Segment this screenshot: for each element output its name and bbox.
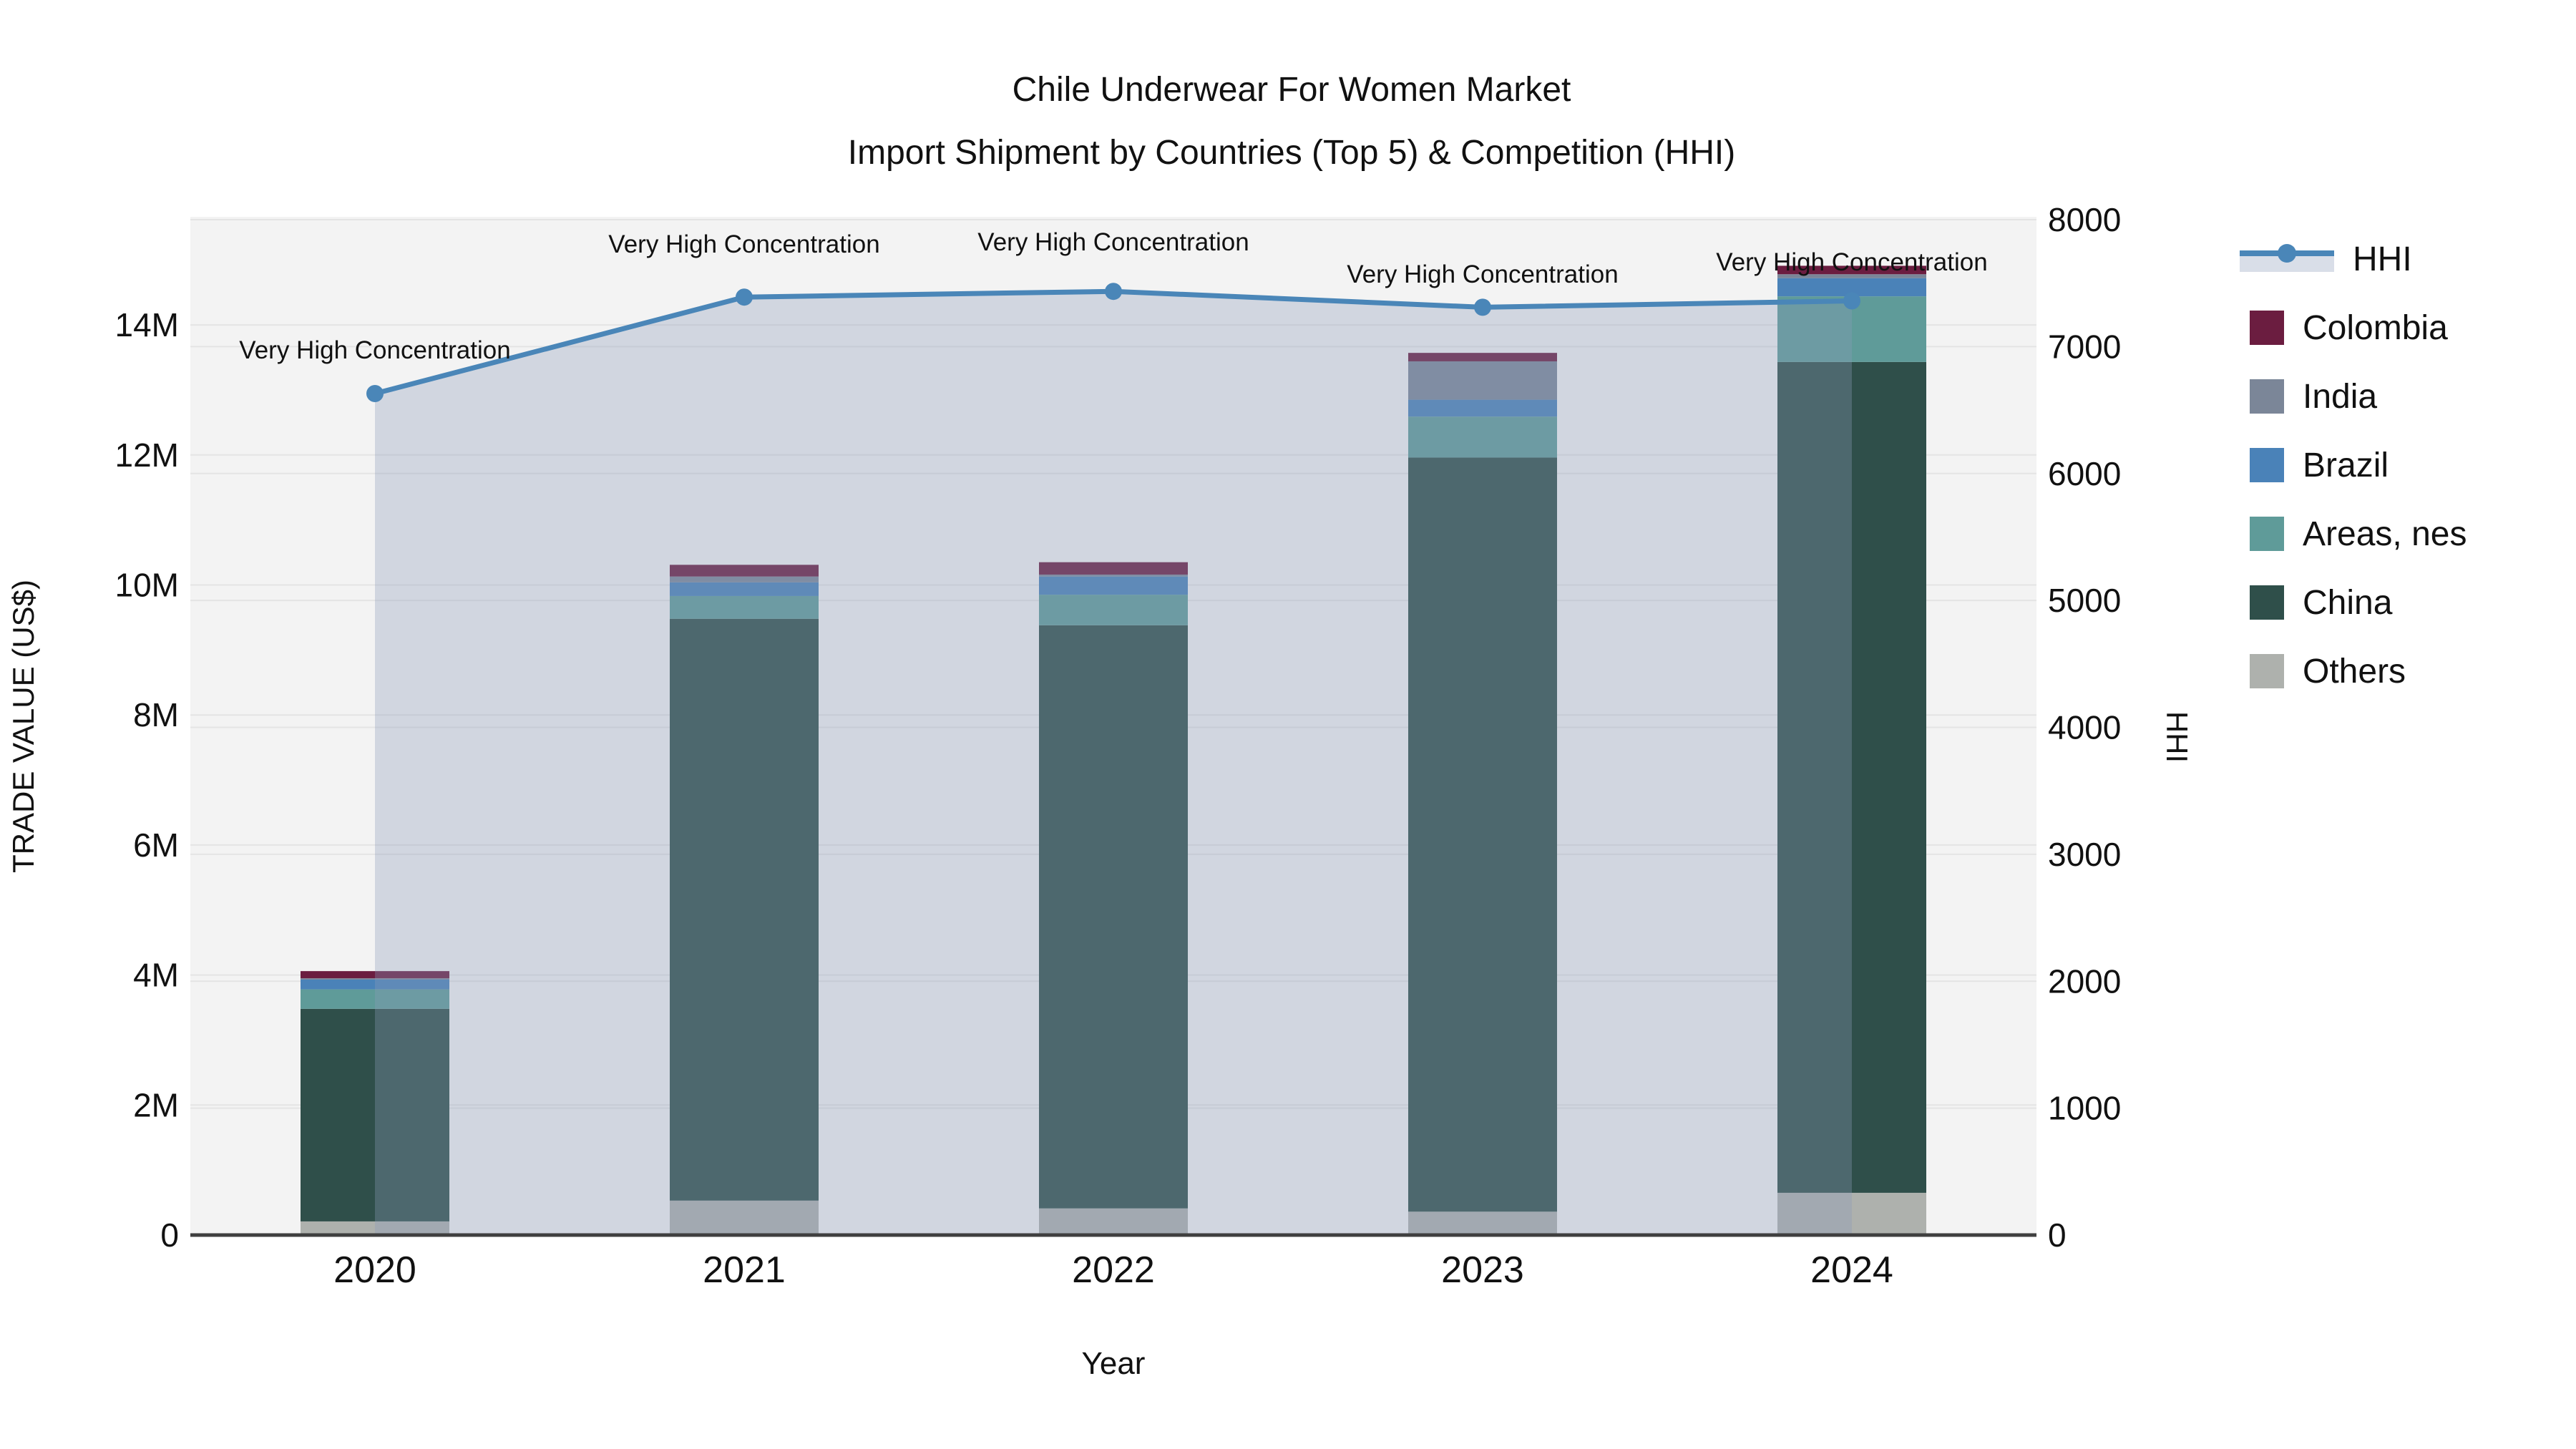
bar-segment-brazil-2020[interactable] <box>301 979 449 990</box>
bar-segment-colombia-2024[interactable] <box>1777 265 1926 275</box>
legend-item-label: Others <box>2303 652 2406 691</box>
bar-segment-china-2024[interactable] <box>1777 361 1926 1193</box>
bar-segment-india-2021[interactable] <box>670 576 819 582</box>
chart-title-line2: Import Shipment by Countries (Top 5) & C… <box>847 134 1736 172</box>
annotation-2022: Very High Concentration <box>977 228 1249 256</box>
legend-item-label: HHI <box>2353 240 2412 278</box>
bar-segment-areas-nes-2023[interactable] <box>1408 416 1557 458</box>
legend-item-label: Areas, nes <box>2303 514 2467 553</box>
y-right-tick-label: 3000 <box>2048 836 2121 873</box>
y-left-tick-label: 4M <box>133 957 179 994</box>
legend-color-swatch <box>2250 448 2284 482</box>
hhi-marker-2024[interactable] <box>1843 292 1860 310</box>
y-right-tick-label: 2000 <box>2048 962 2121 1000</box>
y-left-tick-label: 2M <box>133 1086 179 1123</box>
bar-segment-brazil-2021[interactable] <box>670 582 819 596</box>
legend-item-india[interactable]: India <box>2240 362 2467 431</box>
x-tick-label-2022: 2022 <box>1072 1249 1155 1291</box>
annotation-2021: Very High Concentration <box>608 230 879 258</box>
bar-segment-brazil-2023[interactable] <box>1408 399 1557 417</box>
legend-item-brazil[interactable]: Brazil <box>2240 431 2467 499</box>
y-right-tick-label: 6000 <box>2048 455 2121 492</box>
legend-item-label: Brazil <box>2303 446 2389 484</box>
y-left-tick-label: 6M <box>133 826 179 864</box>
legend-color-swatch <box>2250 654 2284 688</box>
y-left-tick-label: 14M <box>115 306 179 343</box>
y-right-tick-label: 7000 <box>2048 328 2121 365</box>
bar-segment-india-2020[interactable] <box>301 978 449 980</box>
legend-color-swatch <box>2250 585 2284 620</box>
bar-segment-india-2024[interactable] <box>1777 274 1926 278</box>
y-left-tick-label: 8M <box>133 696 179 733</box>
bar-segment-colombia-2022[interactable] <box>1039 562 1188 575</box>
bar-segment-others-2020[interactable] <box>301 1221 449 1235</box>
legend: HHI Colombia India Brazil Areas, nes China Oth… <box>2240 225 2467 706</box>
bar-segment-india-2022[interactable] <box>1039 574 1188 577</box>
legend-item-others[interactable]: Others <box>2240 637 2467 706</box>
bar-segment-others-2024[interactable] <box>1777 1192 1926 1235</box>
y-left-tick-label: 12M <box>115 436 179 474</box>
legend-color-swatch <box>2250 311 2284 345</box>
legend-item-label: Colombia <box>2303 308 2448 347</box>
y-left-tick-label: 10M <box>115 567 179 604</box>
annotation-2024: Very High Concentration <box>1716 248 1987 276</box>
y-right-axis-title: HHI <box>2160 711 2194 763</box>
bar-segment-brazil-2022[interactable] <box>1039 576 1188 595</box>
y-left-axis-title: TRADE VALUE (US$) <box>6 580 40 873</box>
legend-item-label: India <box>2303 377 2378 416</box>
bar-segment-areas-nes-2022[interactable] <box>1039 595 1188 625</box>
bar-segment-colombia-2020[interactable] <box>301 971 449 979</box>
bar-segment-areas-nes-2021[interactable] <box>670 595 819 619</box>
bar-segment-china-2020[interactable] <box>301 1008 449 1221</box>
bar-segment-others-2022[interactable] <box>1039 1208 1188 1235</box>
y-left-tick-label: 0 <box>160 1216 179 1254</box>
legend-item-areas-nes[interactable]: Areas, nes <box>2240 499 2467 568</box>
x-tick-label-2023: 2023 <box>1441 1249 1524 1291</box>
bar-segment-others-2023[interactable] <box>1408 1211 1557 1235</box>
legend-item-hhi[interactable]: HHI <box>2240 225 2467 293</box>
hhi-marker-2021[interactable] <box>736 288 753 306</box>
x-axis-title: Year <box>1081 1346 1146 1381</box>
bar-segment-others-2021[interactable] <box>670 1200 819 1235</box>
bar-segment-colombia-2023[interactable] <box>1408 353 1557 361</box>
legend-hhi-line-swatch <box>2240 244 2334 272</box>
bar-segment-india-2023[interactable] <box>1408 361 1557 400</box>
annotation-2023: Very High Concentration <box>1347 260 1618 288</box>
x-tick-label-2024: 2024 <box>1810 1249 1893 1291</box>
legend-color-swatch <box>2250 517 2284 551</box>
annotation-2020: Very High Concentration <box>239 336 510 364</box>
y-right-tick-label: 1000 <box>2048 1090 2121 1127</box>
hhi-marker-2022[interactable] <box>1105 283 1122 301</box>
legend-item-china[interactable]: China <box>2240 568 2467 637</box>
bar-segment-areas-nes-2020[interactable] <box>301 989 449 1009</box>
hhi-area-fill <box>375 291 1852 1235</box>
chart-title-line1: Chile Underwear For Women Market <box>1012 71 1571 109</box>
y-right-tick-label: 0 <box>2048 1216 2067 1254</box>
bar-segment-china-2023[interactable] <box>1408 457 1557 1212</box>
bar-segment-china-2022[interactable] <box>1039 625 1188 1209</box>
y-right-tick-label: 4000 <box>2048 709 2121 746</box>
chart-title: Chile Underwear For Women Market Import … <box>218 59 2365 185</box>
legend-item-colombia[interactable]: Colombia <box>2240 293 2467 362</box>
hhi-marker-2020[interactable] <box>366 385 384 403</box>
legend-item-label: China <box>2303 583 2393 622</box>
y-right-tick-label: 8000 <box>2048 201 2121 238</box>
x-tick-label-2020: 2020 <box>333 1249 416 1291</box>
hhi-marker-2023[interactable] <box>1474 298 1491 316</box>
bar-segment-colombia-2021[interactable] <box>670 565 819 577</box>
x-tick-label-2021: 2021 <box>703 1249 786 1291</box>
y-right-tick-label: 5000 <box>2048 582 2121 619</box>
legend-color-swatch <box>2250 379 2284 414</box>
bar-segment-china-2021[interactable] <box>670 618 819 1201</box>
